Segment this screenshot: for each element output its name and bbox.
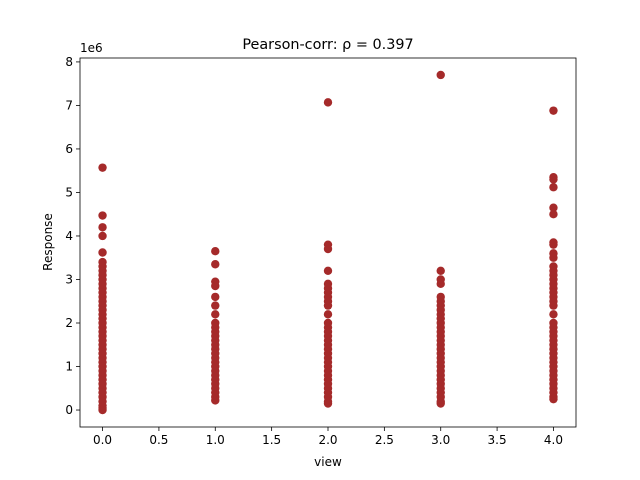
point [98,163,107,172]
point [549,301,558,310]
point [549,253,558,262]
x-tick-label: 2.5 [375,433,394,447]
y-tick-label: 1 [65,360,73,374]
y-tick-label: 2 [65,316,73,330]
point [211,247,220,256]
point [549,106,558,115]
y-tick-label: 3 [65,272,73,286]
point [211,310,220,319]
point [436,266,445,275]
y-tick-label: 6 [65,142,73,156]
x-tick-label: 3.0 [431,433,450,447]
point [323,266,333,275]
point [211,396,220,405]
x-tick-label: 1.5 [262,433,281,447]
x-tick-label: 3.5 [488,433,507,447]
point [549,394,558,404]
point [549,183,558,192]
point [549,210,558,219]
point [98,231,107,241]
point [549,310,558,319]
point [436,279,445,289]
point [549,203,558,212]
point [549,175,558,184]
x-tick-label: 0.0 [93,433,112,447]
point [549,240,558,249]
y-tick-label: 4 [65,229,73,243]
point [436,70,445,80]
x-tick-label: 0.5 [149,433,168,447]
point [98,223,107,232]
y-tick-label: 7 [65,98,73,112]
point [323,399,333,408]
x-tick-label: 1.0 [206,433,225,447]
plot-frame [79,57,577,428]
chart-title: Pearson-corr: ρ = 0.397 [242,37,413,53]
point [211,281,220,291]
point [323,310,333,319]
point [323,244,333,254]
point [211,292,220,302]
point [98,405,107,415]
x-axis-label: view [314,455,342,469]
y-axis-label: Response [41,213,55,271]
x-tick-label: 4.0 [544,433,563,447]
x-tick-label: 2.0 [318,433,337,447]
y-tick-label: 0 [65,403,73,417]
point [98,211,107,220]
point [323,301,333,310]
y-offset-label: 1e6 [80,41,103,55]
point [98,248,107,257]
point [436,399,445,408]
y-tick-label: 8 [65,55,73,69]
point [323,98,333,107]
y-tick-label: 5 [65,185,73,199]
point [211,301,220,310]
point [211,260,220,269]
